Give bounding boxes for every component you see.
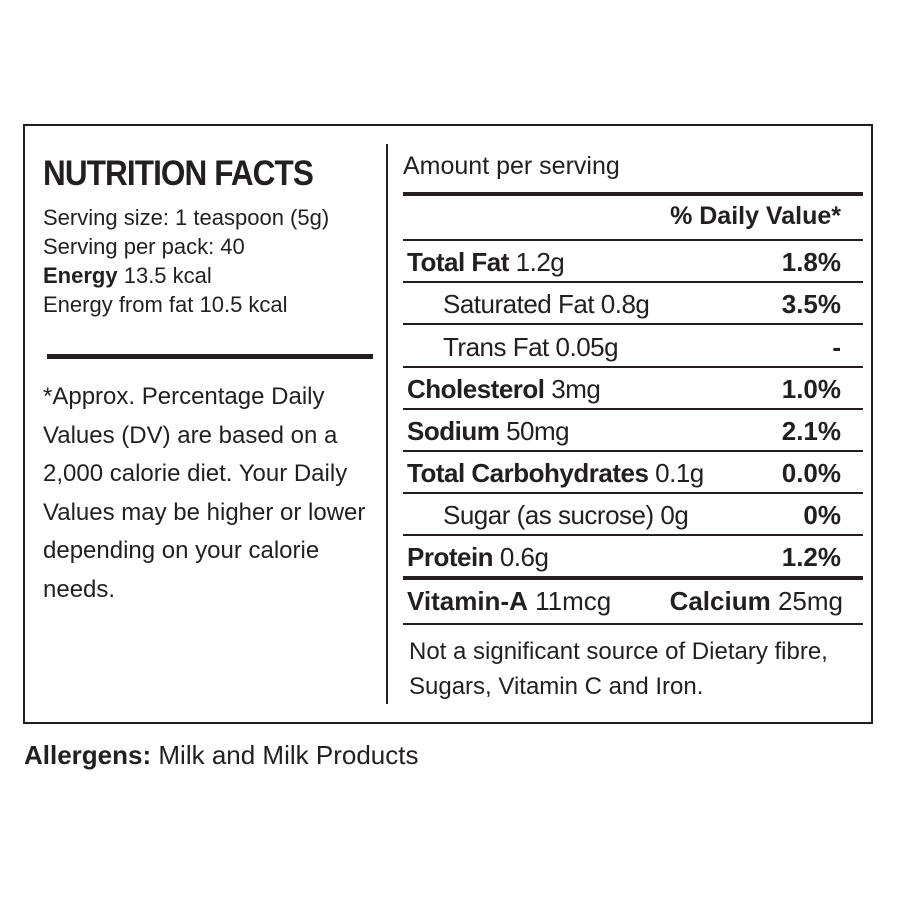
note-rule [403,623,863,625]
row-rule [403,492,863,494]
serving-size: Serving size: 1 teaspoon (5g) [43,205,330,230]
nutrient-pct: 0% [803,500,841,530]
nutrient-pct: 1.8% [781,247,841,277]
nutrition-label: NUTRITION FACTS Serving size: 1 teaspoon… [23,124,873,724]
allergens-line: Allergens: Milk and Milk Products [24,740,418,771]
nutrient-name: Total Fat [407,247,509,277]
nutrient-name: Cholesterol [407,374,545,404]
daily-value-header: % Daily Value* [670,202,841,230]
vitamin-a-label: Vitamin-A [407,586,528,616]
nutrient-amount: 50mg [506,416,570,446]
nutrient-pct: 1.0% [781,374,841,404]
row-trans-fat: Trans Fat 0.05g - [403,326,863,366]
nutrient-pct: 3.5% [781,289,841,319]
row-sugar: Sugar (as sucrose) 0g 0% [403,494,863,534]
left-divider [47,354,373,359]
row-rule [403,534,863,536]
calcium-label: Calcium [669,586,771,616]
allergens-label: Allergens: [24,740,152,770]
row-total-fat: Total Fat 1.2g 1.8% [403,241,863,281]
vertical-divider [386,144,388,704]
energy-line: Energy 13.5 kcal [43,261,329,290]
row-total-carbohydrates: Total Carbohydrates 0.1g 0.0% [403,452,863,492]
row-rule [403,239,863,241]
row-cholesterol: Cholesterol 3mg 1.0% [403,368,863,408]
energy-value: 13.5 kcal [123,263,212,288]
label-title: NUTRITION FACTS [43,154,314,193]
row-rule [403,323,863,325]
allergens-value: Milk and Milk Products [158,740,419,770]
calcium-value: 25mg [777,586,843,616]
nutrient-pct: 2.1% [781,416,841,446]
energy-label: Energy [43,263,118,288]
nutrient-name: Total Carbohydrates [407,458,649,488]
row-rule [403,408,863,410]
row-rule [403,450,863,452]
nutrient-name: Sugar (as sucrose) [443,500,654,530]
header-rule [403,192,863,196]
nutrient-pct: 1.2% [781,542,841,572]
row-saturated-fat: Saturated Fat 0.8g 3.5% [403,283,863,323]
row-rule [403,366,863,368]
daily-value-footnote: *Approx. Percentage Daily Values (DV) ar… [43,383,366,603]
nutrient-name: Trans Fat [443,332,549,362]
nutrient-amount: 0.1g [655,458,704,488]
nutrient-name: Sodium [407,416,500,446]
nutrient-name: Protein [407,542,494,572]
nutrient-pct: 0.0% [781,458,841,488]
vitamin-a: Vitamin-A 11mcg [407,586,611,617]
amount-per-serving: Amount per serving [403,152,620,180]
row-sodium: Sodium 50mg 2.1% [403,410,863,450]
nutrient-name: Saturated Fat [443,289,595,319]
nutrient-amount: 3mg [551,374,601,404]
source-note: Not a significant source of Dietary fibr… [409,638,828,700]
nutrient-amount: 0g [660,500,689,530]
calcium: Calcium 25mg [670,586,843,617]
row-protein: Protein 0.6g 1.2% [403,536,863,576]
nutrient-amount: 0.05g [555,332,619,362]
energy-from-fat: Energy from fat 10.5 kcal [43,292,288,317]
nutrient-pct: - [832,332,841,362]
nutrient-amount: 1.2g [515,247,565,277]
row-rule [403,281,863,283]
nutrient-amount: 0.8g [600,289,650,319]
nutrient-amount: 0.6g [499,542,549,572]
serving-info: Serving size: 1 teaspoon (5g) Serving pe… [43,203,329,319]
vitamins-rule [403,576,863,580]
serving-per-pack: Serving per pack: 40 [43,234,245,259]
vitamin-a-value: 11mcg [535,586,612,616]
